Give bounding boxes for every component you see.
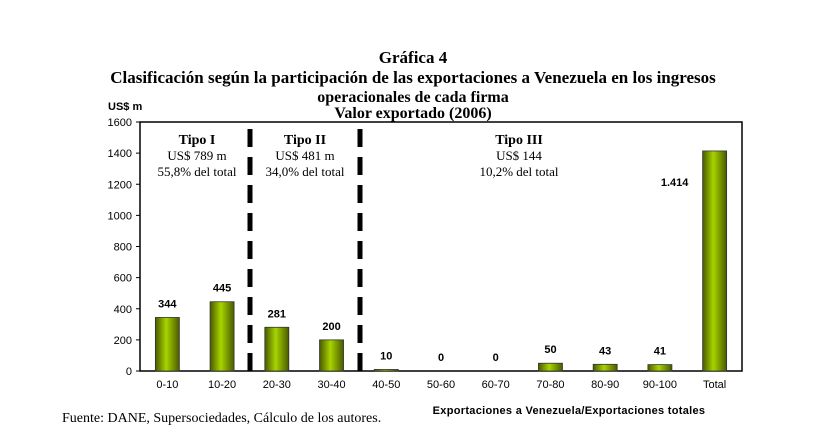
x-tick-label: Total: [703, 379, 726, 391]
x-tick-label: 80-90: [591, 379, 619, 391]
group-annotation: US$ 481 m: [275, 148, 334, 163]
chart-title-2: Clasificación según la participación de …: [110, 68, 716, 87]
data-label: 41: [654, 346, 666, 358]
y-tick-label: 200: [114, 335, 132, 347]
data-label: 10: [380, 350, 392, 362]
bar: [154, 317, 180, 372]
y-axis-label: US$ m: [108, 101, 142, 113]
x-tick-label: 90-100: [643, 379, 677, 391]
chart-title-4: Valor exportado (2006): [334, 105, 492, 122]
y-tick-label: 1200: [108, 179, 132, 191]
x-tick-label: 40-50: [372, 379, 400, 391]
group-annotation: US$ 789 m: [167, 148, 226, 163]
data-label: 281: [268, 308, 286, 320]
y-tick-label: 800: [114, 242, 132, 254]
y-tick-label: 400: [114, 304, 132, 316]
data-label: 344: [158, 298, 177, 310]
data-label: 0: [493, 352, 499, 364]
y-tick-label: 1000: [108, 210, 132, 222]
x-tick-label: 30-40: [317, 379, 345, 391]
group-annotation: US$ 144: [496, 148, 542, 163]
x-tick-label: 70-80: [536, 379, 564, 391]
y-tick-label: 1400: [108, 148, 132, 160]
y-tick-label: 1600: [108, 117, 132, 129]
data-label: 1.414: [661, 177, 689, 189]
data-label: 0: [438, 352, 444, 364]
group-annotation: Tipo I: [179, 133, 216, 148]
chart-title-1: Gráfica 4: [378, 48, 448, 67]
bar: [264, 326, 290, 372]
y-tick-label: 600: [114, 273, 132, 285]
x-tick-label: 50-60: [427, 379, 455, 391]
group-annotation: Tipo III: [495, 133, 543, 148]
group-annotation: Tipo II: [284, 133, 326, 148]
data-label: 43: [599, 345, 611, 357]
x-tick-label: 60-70: [482, 379, 510, 391]
bar: [538, 362, 563, 372]
y-tick-label: 0: [126, 366, 132, 378]
group-annotation: 55,8% del total: [157, 164, 236, 179]
x-tick-label: 20-30: [263, 379, 291, 391]
bar: [373, 369, 399, 372]
data-label: 50: [544, 344, 556, 356]
chart-title-3: operacionales de cada firma: [317, 89, 509, 106]
group-annotation: 10,2% del total: [479, 164, 558, 179]
x-axis-label: Exportaciones a Venezuela/Exportaciones …: [433, 405, 706, 417]
source-note: Fuente: DANE, Supersociedades, Cálculo d…: [62, 411, 382, 426]
x-tick-label: 10-20: [208, 379, 236, 391]
bar: [319, 339, 344, 372]
bar: [647, 364, 673, 372]
x-tick-label: 0-10: [156, 379, 178, 391]
bar: [209, 301, 235, 372]
data-label: 445: [213, 283, 231, 295]
bar: [702, 150, 728, 372]
data-label: 200: [322, 321, 340, 333]
group-annotation: 34,0% del total: [265, 164, 344, 179]
bar: [592, 363, 618, 372]
